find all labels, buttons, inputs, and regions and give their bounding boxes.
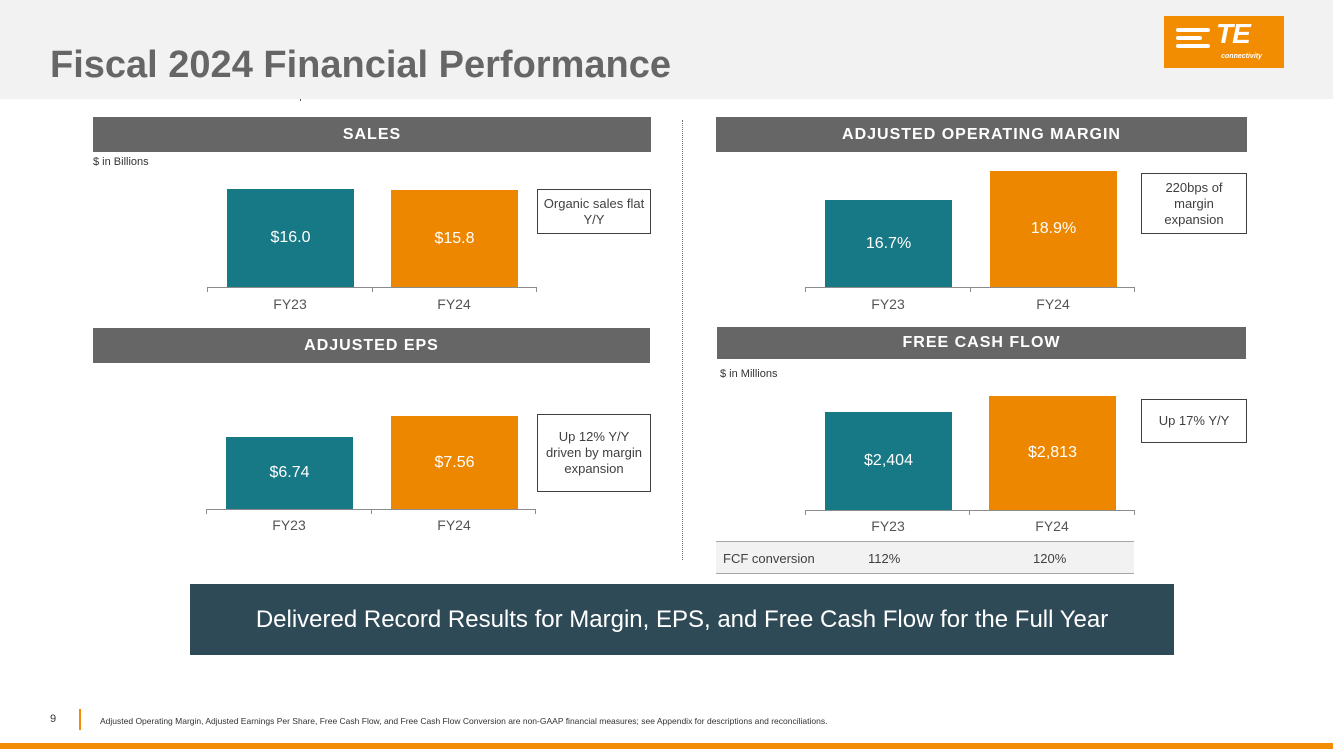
eps-value-fy24: $7.56 [434,453,475,471]
axis-tick [805,510,806,515]
fcf-conversion-fy24: 120% [1033,551,1067,566]
sales-bar-fy23: $16.0 [227,189,354,287]
sales-section-header: SALES [93,117,651,152]
eps-bar-fy24: $7.56 [391,416,518,509]
axis-tick [535,509,536,514]
footer-separator [79,709,81,730]
fcf-unit-note: $ in Millions [720,368,778,380]
axis-tick [970,287,971,292]
fcf-section-header: FREE CASH FLOW [717,327,1246,359]
logo-text: TE [1216,18,1251,49]
eps-value-fy23: $6.74 [269,464,310,481]
eps-xlabel-fy23: FY23 [272,517,306,533]
summary-banner: Delivered Record Results for Margin, EPS… [190,584,1174,655]
eps-callout: Up 12% Y/Y driven by margin expansion [537,414,651,492]
logo-stripes-icon [1176,28,1210,52]
te-connectivity-logo: TE connectivity [1164,16,1284,68]
sales-xlabel-fy24: FY24 [437,296,471,312]
header-band [0,0,1333,99]
mark [300,99,301,101]
fcf-conversion-label: FCF conversion [723,551,815,566]
eps-xlabel-fy24: FY24 [437,517,471,533]
sales-unit-note: $ in Billions [93,156,149,168]
axis-tick [536,287,537,292]
fcf-conversion-fy23: 112% [868,551,901,566]
axis-tick [1134,510,1135,515]
axis-tick [371,509,372,514]
fcf-value-fy24: $2,813 [1028,444,1077,461]
logo-subtext: connectivity [1221,53,1262,60]
margin-bar-fy24: 18.9% [990,171,1117,287]
margin-xlabel-fy23: FY23 [871,296,905,312]
fcf-value-fy23: $2,404 [864,452,913,469]
sales-xlabel-fy23: FY23 [273,296,307,312]
margin-value-fy23: 16.7% [865,234,912,252]
page-title: Fiscal 2024 Financial Performance [50,44,671,86]
axis-tick [1134,287,1135,292]
axis-tick [372,287,373,292]
margin-bar-fy23: 16.7% [825,200,952,287]
sales-callout: Organic sales flat Y/Y [537,189,651,234]
column-divider [682,120,683,560]
footnote: Adjusted Operating Margin, Adjusted Earn… [100,716,828,726]
sales-value-fy23: $16.0 [270,229,311,246]
axis-tick [206,509,207,514]
eps-section-header: ADJUSTED EPS [93,328,650,363]
axis-tick [207,287,208,292]
page-number: 9 [50,713,57,725]
margin-xlabel-fy24: FY24 [1036,296,1070,312]
fcf-bar-fy24: $2,813 [989,396,1116,510]
fcf-bar-fy23: $2,404 [825,412,952,510]
bottom-accent-line [0,743,1333,749]
sales-bar-fy24: $15.8 [391,190,518,287]
margin-callout: 220bps of margin expansion [1141,173,1247,234]
axis-tick [805,287,806,292]
axis-tick [969,510,970,515]
fcf-xlabel-fy23: FY23 [871,518,905,534]
fcf-conversion-row: FCF conversion 112% 120% [716,541,1134,574]
eps-bar-fy23: $6.74 [226,437,353,509]
sales-value-fy24: $15.8 [434,229,475,247]
fcf-callout: Up 17% Y/Y [1141,399,1247,443]
margin-value-fy24: 18.9% [1030,220,1077,237]
fcf-xlabel-fy24: FY24 [1035,518,1069,534]
margin-section-header: ADJUSTED OPERATING MARGIN [716,117,1247,152]
fcf-axis [805,510,1135,511]
